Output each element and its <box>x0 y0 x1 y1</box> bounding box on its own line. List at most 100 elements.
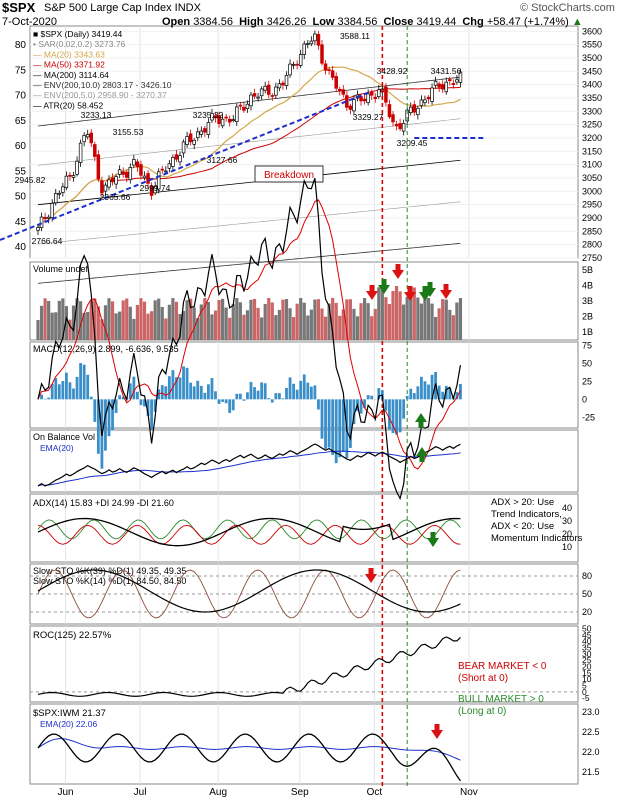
macd-hist-bar <box>278 393 281 400</box>
candle-body <box>327 69 331 71</box>
candle-body <box>362 98 367 102</box>
candle-body <box>85 134 90 138</box>
volume-bar <box>409 287 413 340</box>
macd-hist-bar <box>260 382 264 400</box>
macd-hist-bar <box>437 385 441 400</box>
macd-hist-bar <box>121 396 125 400</box>
roc-axis-label: 35 <box>582 643 592 653</box>
red-arrow-icon <box>366 285 378 300</box>
volume-bar <box>249 299 253 340</box>
macd-hist-bar <box>253 387 256 400</box>
panel-frame-roc <box>29 625 579 703</box>
macd-hist-bar <box>402 399 406 419</box>
volume-bar <box>267 298 271 340</box>
price-legend-item: — ENV(200,5.0) 2958.90 - 3270.37 <box>33 90 167 100</box>
volume-bar <box>281 299 285 340</box>
candle-body <box>146 173 150 184</box>
macd-axis-label: -25 <box>582 412 595 422</box>
macd-hist-bar <box>299 380 303 400</box>
volume-bar <box>224 307 228 340</box>
candle-body <box>188 133 193 143</box>
roc-axis-label: 10 <box>582 674 592 684</box>
macd-hist-bar <box>196 380 200 400</box>
macd-hist-bar <box>82 364 86 400</box>
ratio-axis-label: 22.0 <box>582 747 600 757</box>
volume-bar <box>167 304 171 340</box>
volume-bar <box>203 298 207 340</box>
candle-body <box>377 89 381 97</box>
candle-body <box>409 106 413 114</box>
volume-bar <box>430 303 434 340</box>
price-axis-label: 2750 <box>582 253 602 263</box>
candle-body <box>36 227 40 231</box>
candle-body <box>57 192 62 195</box>
volume-bar <box>185 300 189 340</box>
date: 7-Oct-2020 <box>2 16 58 28</box>
macd-hist-bar <box>146 399 150 416</box>
volume-bar <box>302 302 306 340</box>
candle-body <box>139 164 143 176</box>
candle-body <box>433 80 438 86</box>
volume-bar <box>327 303 331 340</box>
volume-bar <box>377 287 381 340</box>
macd-hist-bar <box>274 393 278 400</box>
ratio-axis-label: 22.5 <box>582 727 600 737</box>
price-annotation: 2945.82 <box>15 175 46 185</box>
candle-body <box>263 85 267 91</box>
volume-bar <box>434 316 438 340</box>
candle-body <box>426 96 431 100</box>
macd-hist-bar <box>295 389 299 400</box>
volume-bar <box>206 302 210 340</box>
ohlc-line: Open 3384.56 High 3426.26 Low 3384.56 Cl… <box>162 16 583 28</box>
volume-bar <box>242 314 246 340</box>
macd-hist-bar <box>128 383 132 400</box>
volume-bar <box>118 311 122 340</box>
candle-body <box>316 34 321 46</box>
sto-label-1: Slow STO %K(39) %D(1) 49.35, 49.35 <box>33 566 186 576</box>
macd-hist-bar <box>338 399 342 458</box>
macd-hist-bar <box>175 377 178 400</box>
candle-body <box>171 156 175 167</box>
volume-bar <box>245 310 250 340</box>
candle-body <box>213 115 218 119</box>
candle-body <box>309 40 314 45</box>
roc-axis-label: 15 <box>582 668 592 678</box>
macd-hist-bar <box>153 399 157 412</box>
macd-hist-bar <box>263 383 267 400</box>
price-left-axis-label: 45 <box>15 217 27 228</box>
candle-body <box>96 154 101 180</box>
macd-hist-bar <box>324 399 327 449</box>
red-arrow-icon <box>431 724 443 739</box>
candle-body <box>401 123 406 132</box>
candle-body <box>348 105 353 110</box>
ratio-axis-label: 21.5 <box>582 767 600 777</box>
candle-body <box>156 171 161 190</box>
candle-body <box>128 167 133 181</box>
volume-bar <box>132 318 136 340</box>
macd-hist-bar <box>199 385 203 400</box>
volume-axis-label: 5B <box>582 265 593 275</box>
volume-bar <box>370 316 374 340</box>
macd-hist-bar <box>72 388 75 400</box>
volume-bar <box>181 310 186 340</box>
price-legend-item: — MA(20) 3343.63 <box>33 49 105 59</box>
volume-bar <box>448 309 452 340</box>
price-axis-label: 3600 <box>582 26 602 36</box>
macd-hist-bar <box>327 399 331 448</box>
macd-hist-bar <box>412 393 416 400</box>
volume-bar <box>164 318 168 340</box>
candle-body <box>227 118 232 123</box>
adx-axis-label: 40 <box>562 503 572 513</box>
macd-hist-bar <box>363 399 366 408</box>
volume-bar <box>50 312 54 340</box>
candle-body <box>235 106 239 122</box>
volume-bar <box>391 290 395 340</box>
roc-label: ROC(125) 22.57% <box>33 630 112 641</box>
macd-hist-bar <box>143 399 146 407</box>
macd-hist-bar <box>281 398 285 400</box>
panel-frame-obv <box>29 429 579 493</box>
macd-hist-bar <box>136 391 139 400</box>
candle-body <box>256 96 260 99</box>
price-annotation: 3588.11 <box>340 31 370 41</box>
macd-axis-label: 25 <box>582 376 592 386</box>
